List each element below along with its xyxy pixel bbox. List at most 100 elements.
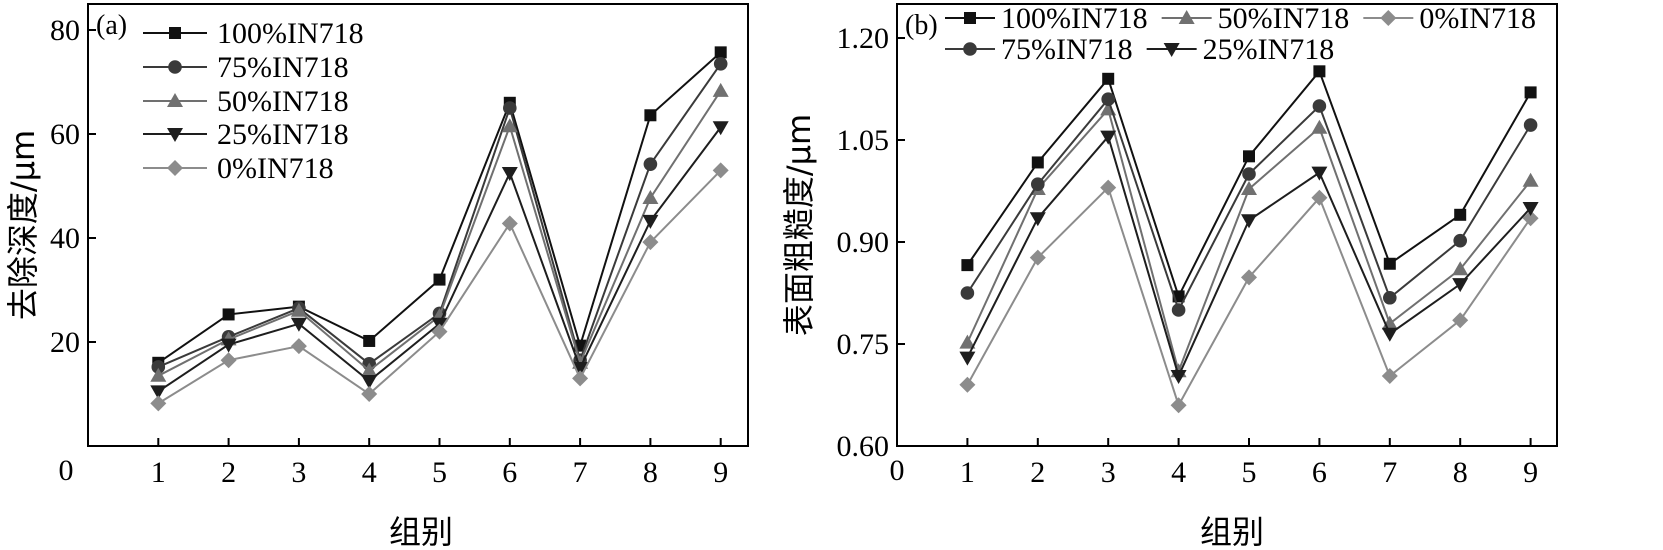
legend-label: 100%IN718 bbox=[1001, 2, 1148, 35]
data-point bbox=[1029, 212, 1046, 227]
legend-item: 50%IN718 bbox=[1161, 2, 1350, 35]
data-point bbox=[1171, 303, 1186, 317]
data-point bbox=[150, 385, 167, 400]
data-point bbox=[959, 351, 976, 366]
legend-label: 75%IN718 bbox=[217, 51, 349, 84]
x-tick-label: 6 bbox=[1312, 456, 1327, 489]
data-point bbox=[1170, 369, 1187, 384]
legend-label: 25%IN718 bbox=[1203, 33, 1335, 66]
series-25%IN718 bbox=[959, 130, 1539, 384]
data-point bbox=[712, 162, 729, 179]
data-point bbox=[150, 367, 167, 382]
legend: 100%IN718 50%IN718 0%IN718 75%IN718 25%IN718 bbox=[945, 2, 1536, 66]
data-point bbox=[959, 334, 976, 349]
plot-frame bbox=[896, 3, 1558, 447]
series-100%IN718 bbox=[152, 46, 727, 369]
data-point bbox=[290, 302, 307, 317]
data-point bbox=[1243, 150, 1255, 163]
legend-label: 0%IN718 bbox=[217, 152, 334, 185]
legend-item: 50%IN718 bbox=[143, 85, 349, 118]
legend-label: 50%IN718 bbox=[1218, 2, 1350, 35]
legend-marker bbox=[168, 60, 182, 74]
y-axis-title: 表面粗糙度/μm bbox=[780, 114, 818, 336]
x-tick-label: 5 bbox=[432, 456, 447, 489]
y-axis-title: 去除深度/μm bbox=[4, 130, 42, 320]
data-point bbox=[1452, 261, 1469, 276]
data-point bbox=[642, 189, 659, 204]
panel-label: (a) bbox=[96, 10, 127, 41]
y-tick-label: 80 bbox=[50, 14, 80, 47]
data-point bbox=[714, 46, 727, 59]
x-tick-label: 2 bbox=[1030, 456, 1045, 489]
data-point bbox=[501, 167, 518, 181]
data-point bbox=[1031, 177, 1045, 191]
data-point bbox=[1381, 367, 1398, 384]
x-tick-label: 6 bbox=[502, 456, 517, 489]
legend-marker bbox=[1178, 10, 1195, 24]
data-point bbox=[572, 362, 589, 376]
data-point bbox=[1100, 179, 1117, 196]
data-point bbox=[1100, 130, 1117, 145]
data-point bbox=[361, 386, 378, 402]
data-point bbox=[361, 375, 378, 389]
legend-item: 25%IN718 bbox=[1146, 33, 1335, 66]
x-tick-label: 4 bbox=[362, 456, 377, 489]
data-point bbox=[712, 121, 729, 136]
x-tick-label: 3 bbox=[1101, 456, 1116, 489]
x-tick-label: 9 bbox=[1523, 456, 1538, 489]
data-point bbox=[503, 101, 517, 115]
chart-panel-b: (b) 1 2 3 4 5 6 7 8 9 00.60 0.75 0.90 1.05 1.20 组别 表面粗糙度… bbox=[780, 2, 1558, 550]
series-50%IN718 bbox=[959, 101, 1539, 378]
data-point bbox=[222, 308, 235, 321]
data-point bbox=[1381, 327, 1398, 342]
x-origin-label: 0 bbox=[890, 454, 905, 487]
data-point bbox=[431, 323, 448, 340]
y-tick-label: 1.20 bbox=[837, 22, 890, 55]
data-point bbox=[1452, 312, 1469, 329]
data-point bbox=[290, 338, 307, 355]
x-tick-label: 2 bbox=[221, 456, 236, 489]
data-point bbox=[220, 338, 237, 353]
legend-label: 0%IN718 bbox=[1419, 2, 1536, 35]
data-point bbox=[363, 334, 376, 347]
data-point bbox=[1311, 189, 1328, 206]
legend-label: 50%IN718 bbox=[217, 85, 349, 118]
x-tick-label: 9 bbox=[713, 456, 728, 489]
legend-marker bbox=[1380, 10, 1397, 26]
series-75%IN718 bbox=[960, 92, 1538, 317]
plot-frame bbox=[87, 3, 749, 447]
data-point bbox=[501, 215, 518, 232]
y-tick-label: 0.90 bbox=[837, 226, 890, 259]
legend-label: 75%IN718 bbox=[1001, 33, 1133, 66]
data-point bbox=[1454, 208, 1467, 221]
legend-marker bbox=[167, 93, 183, 107]
data-point bbox=[1031, 156, 1044, 169]
data-point bbox=[501, 118, 518, 133]
x-tick-label: 8 bbox=[1453, 456, 1468, 489]
x-tick-label: 4 bbox=[1171, 456, 1186, 489]
data-point bbox=[713, 57, 728, 71]
data-point bbox=[642, 234, 659, 251]
data-point bbox=[960, 286, 975, 300]
legend-marker bbox=[167, 160, 183, 176]
data-point bbox=[1522, 210, 1539, 227]
data-point bbox=[643, 157, 658, 171]
y-tick-label: 40 bbox=[50, 222, 80, 255]
data-point bbox=[644, 109, 657, 122]
data-point bbox=[1312, 99, 1327, 113]
x-tick-label: 1 bbox=[151, 456, 166, 489]
data-point bbox=[1029, 249, 1046, 266]
data-point bbox=[1522, 202, 1539, 216]
legend-marker bbox=[964, 12, 976, 24]
legend-item: 100%IN718 bbox=[945, 2, 1148, 35]
data-point bbox=[1522, 172, 1539, 187]
data-point bbox=[1311, 119, 1328, 134]
legend-item: 0%IN718 bbox=[1363, 2, 1536, 35]
legend-marker bbox=[1163, 43, 1180, 57]
data-point bbox=[1170, 397, 1187, 414]
x-tick-label: 3 bbox=[291, 456, 306, 489]
x-tick-label: 5 bbox=[1242, 456, 1257, 489]
y-tick-label: 60 bbox=[50, 118, 80, 151]
legend-label: 100%IN718 bbox=[217, 17, 364, 50]
data-point bbox=[361, 362, 378, 377]
